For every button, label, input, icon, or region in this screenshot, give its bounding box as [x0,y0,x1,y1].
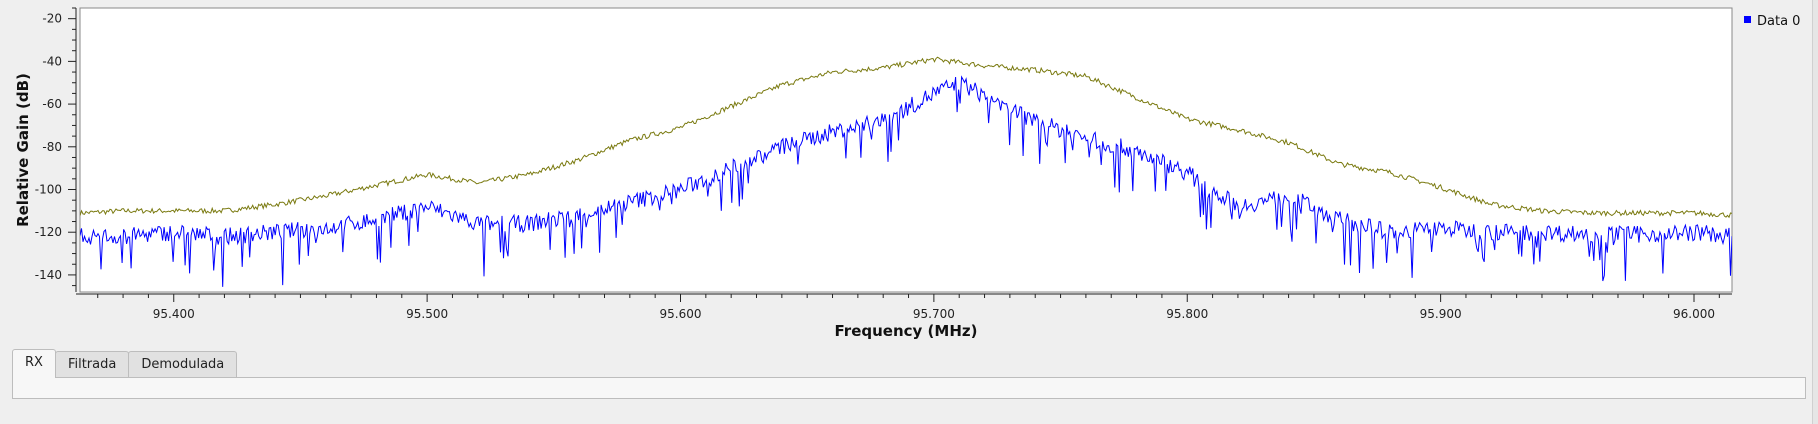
x-axis-label: Frequency (MHz) [835,322,978,340]
spectrum-plot: -20-40-60-80-100-120-140 95.400 95.500 95.… [14,7,1800,340]
y-tick-label: -80 [42,140,62,154]
x-tick-label: 95.700 [913,307,955,321]
y-tick-label: -20 [42,12,62,26]
x-tick-label: 95.500 [406,307,448,321]
y-tick-label: -140 [35,268,62,282]
y-tick-label: -100 [35,183,62,197]
x-tick-label: 96.000 [1673,307,1715,321]
window-edge [1812,0,1818,424]
legend-label: Data 0 [1757,14,1800,29]
series-line-max-hold [80,56,1732,219]
y-tick-label: -120 [35,225,62,239]
y-axis-label: Relative Gain (dB) [14,73,32,227]
tab-demodulada[interactable]: Demodulada [128,351,238,378]
x-tick-label: 95.800 [1166,307,1208,321]
y-tick-label: -60 [42,97,62,111]
x-tick-label: 95.600 [659,307,701,321]
tab-rx[interactable]: RX [12,349,56,378]
series-group [80,56,1732,287]
x-ticks: 95.400 95.500 95.600 95.700 95.800 95.900 96.0… [97,294,1720,321]
legend: Data 0 [1744,14,1800,29]
plot-area [79,7,1733,293]
x-tick-label: 95.900 [1420,307,1462,321]
tab-filtrada[interactable]: Filtrada [54,351,130,378]
legend-swatch [1744,16,1751,23]
tab-panel [12,377,1806,399]
x-tick-label: 95.400 [153,307,195,321]
tab-bar: RX Filtrada Demodulada [12,349,238,378]
series-line-data-0 [80,75,1732,287]
y-tick-label: -40 [42,54,62,68]
y-ticks: -20 -40 -60 -80 -100 -120 -140 [35,7,76,287]
